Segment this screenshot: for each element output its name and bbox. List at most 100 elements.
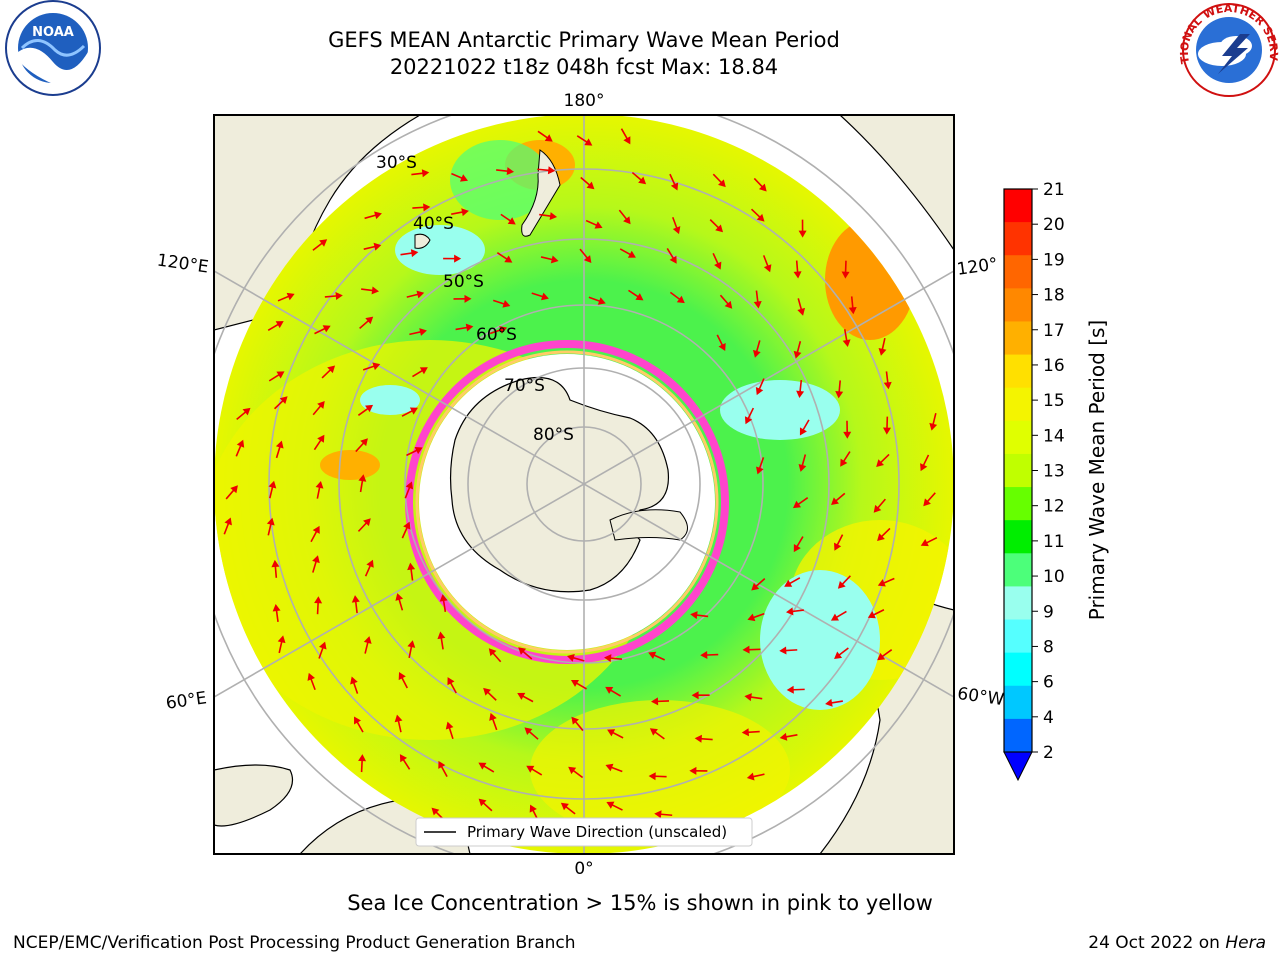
wave-arrow-head [459, 174, 468, 182]
wave-arrow-head [753, 301, 762, 309]
wave-arrow-head [877, 533, 885, 542]
wave-arrow-head [694, 734, 702, 743]
wave-arrow-head [354, 716, 361, 725]
wave-arrow-head [714, 261, 722, 270]
wave-arrow-head [718, 342, 726, 352]
wave-arrow-head [741, 728, 749, 737]
wave-arrow-head [882, 427, 891, 435]
colorbar-tick-label: 16 [1043, 356, 1065, 376]
wave-arrow-head [690, 611, 698, 620]
colorbar-band [1004, 520, 1032, 554]
wave-arrow-head [421, 169, 430, 178]
wave-arrow-head [275, 321, 284, 329]
colorbar-band [1004, 255, 1032, 289]
wave-arrow-head [549, 212, 558, 221]
wave-arrow-head [758, 183, 767, 192]
wave-arrow-head [752, 349, 761, 358]
colorbar-tick-label: 13 [1043, 462, 1065, 482]
colorbar-tick-label: 20 [1043, 215, 1065, 235]
wave-arrow-head [236, 439, 245, 448]
wave-arrow-head [793, 350, 802, 359]
wave-arrow-head [547, 166, 556, 175]
lon-label-180: 180° [564, 91, 605, 111]
wave-arrow-head [825, 698, 833, 707]
wave-arrow-head [483, 687, 491, 696]
wave-arrow-head [312, 555, 320, 564]
wave-arrow-head [570, 679, 580, 687]
colorbar-band [1004, 222, 1032, 256]
wave-arrow-head [518, 647, 527, 655]
wave-arrow-head [335, 292, 343, 300]
colorbar-band [1004, 387, 1032, 422]
colorbar-tick-label: 17 [1043, 321, 1065, 341]
wave-arrow-head [670, 182, 679, 191]
wave-arrow-head [502, 299, 511, 308]
wave-arrow-head [461, 208, 469, 217]
wave-arrow-head [923, 498, 931, 507]
lat-label-70s: 70°S [504, 376, 545, 396]
wave-arrow-head [372, 362, 381, 371]
lat-label-50s: 50°S [443, 272, 484, 292]
wave-arrow-head [586, 181, 595, 190]
legend-label: Primary Wave Direction (unscaled) [467, 823, 727, 841]
colorbar-tick-label: 15 [1043, 391, 1065, 411]
wave-arrow-head [465, 323, 474, 332]
colorbar-band [1004, 420, 1032, 455]
wave-arrow-head [499, 326, 508, 334]
wave-arrow-head [834, 542, 842, 551]
wave-arrow-head [648, 651, 657, 660]
wave-arrow-head [307, 672, 315, 681]
wave-arrow-head [544, 134, 553, 142]
wave-arrow-head [746, 772, 755, 781]
wave-arrow-head [841, 271, 850, 279]
wave-arrow-head [363, 636, 372, 644]
wave-arrow-head [350, 676, 358, 685]
wave-arrow-head [358, 754, 367, 762]
colorbar-tick-label: 2 [1043, 743, 1054, 763]
wave-arrow-head [312, 525, 320, 534]
wave-arrow-head [583, 255, 592, 264]
wave-direction-arrows [223, 128, 938, 827]
legend-box [415, 817, 753, 847]
wave-arrow-head [507, 217, 516, 225]
wave-arrow-head [793, 544, 801, 553]
wave-arrow-head [751, 582, 760, 591]
wave-arrow-head [550, 255, 559, 264]
colorbar-tick-label: 10 [1043, 567, 1065, 587]
wave-arrow-head [920, 539, 929, 547]
lat-label-40s: 40°S [413, 214, 454, 234]
wave-arrow-head [419, 328, 427, 336]
colorbar-tick-label: 14 [1043, 426, 1065, 446]
wave-arrow-head [929, 422, 938, 431]
colorbar-tick-label: 11 [1043, 532, 1065, 552]
wave-arrow-head [742, 645, 750, 654]
wave-arrow-head [654, 810, 662, 819]
wave-arrow-head [317, 434, 325, 443]
wave-arrow-head [797, 307, 806, 316]
lat-label-30s: 30°S [376, 153, 417, 173]
noaa-logo: NOAA [5, 0, 101, 96]
wave-arrow-head [877, 579, 886, 587]
wave-arrow-head [524, 727, 533, 736]
wave-arrow-head [798, 464, 807, 472]
wave-arrow-head [604, 654, 612, 663]
antarctica [449, 376, 670, 593]
wave-arrow-head [689, 766, 697, 775]
wave-arrow-head [504, 255, 513, 263]
wave-arrow-head [724, 300, 733, 309]
wave-arrow-head [756, 213, 765, 222]
wave-arrow-head [398, 672, 406, 681]
wave-arrow-head [488, 648, 497, 657]
wave-arrow-head [410, 249, 419, 258]
wave-arrow-head [878, 348, 887, 356]
wave-arrow-head [627, 250, 636, 258]
colorbar-tick-label: 4 [1043, 708, 1054, 728]
wave-arrow-head [877, 652, 886, 661]
wave-arrow-head [607, 729, 616, 737]
wave-arrow-head [360, 438, 368, 447]
wave-arrow-head [314, 596, 323, 604]
colorbar-band [1004, 321, 1032, 356]
wave-arrow-head [605, 686, 614, 694]
wave-arrow-head [224, 517, 232, 526]
